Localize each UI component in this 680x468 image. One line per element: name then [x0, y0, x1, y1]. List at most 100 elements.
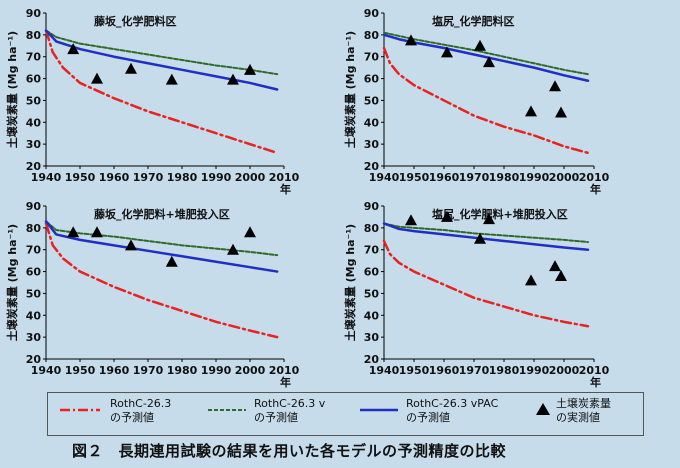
observed-point — [555, 269, 567, 281]
x-tick-label: 1980 — [167, 364, 198, 377]
observed-point — [91, 72, 103, 84]
y-tick-label: 90 — [26, 7, 42, 20]
observed-point — [483, 213, 495, 225]
panel-title: 塩尻_化学肥料+堆肥投入区 — [432, 207, 568, 221]
x-axis-label: 年 — [280, 375, 291, 389]
y-tick-label: 50 — [26, 287, 42, 300]
y-tick-label: 80 — [364, 29, 380, 42]
y-tick-label: 50 — [364, 94, 380, 107]
x-tick-label: 1960 — [99, 171, 130, 184]
observed-point — [67, 43, 80, 55]
series-line-rothc-v — [45, 29, 279, 76]
series-line-rothc — [44, 29, 279, 155]
series-line-rothc-vpac — [44, 220, 279, 273]
x-tick-label: 1980 — [489, 364, 520, 377]
x-tick-label: 1940 — [369, 364, 400, 377]
y-tick-label: 30 — [364, 331, 380, 344]
observed-point — [405, 214, 417, 226]
y-tick-label: 70 — [364, 244, 380, 257]
x-tick-label: 2010 — [579, 171, 610, 184]
x-tick-label: 1940 — [31, 171, 62, 184]
observed-point — [244, 63, 256, 75]
x-tick-label: 2000 — [235, 364, 266, 377]
observed-point — [525, 274, 537, 286]
observed-point — [125, 62, 137, 74]
legend-label-rothc: RothC-26.3 — [110, 397, 172, 410]
y-tick-label: 60 — [364, 266, 380, 279]
y-tick-label: 30 — [364, 138, 380, 151]
series-line-rothc-v — [383, 222, 589, 244]
y-tick-label: 40 — [364, 116, 380, 129]
series-line-rothc — [44, 222, 279, 339]
observed-point — [549, 260, 561, 272]
observed-point — [483, 56, 495, 68]
x-tick-label: 1970 — [133, 171, 164, 184]
legend-sub-rothc-vpac: の予測値 — [406, 411, 450, 424]
y-tick-label: 50 — [26, 94, 42, 107]
legend-swatch-rothc-v — [208, 409, 246, 411]
y-tick-label: 80 — [26, 222, 42, 235]
series-line-rothc — [382, 239, 590, 328]
series-line-rothc — [382, 46, 590, 155]
x-tick-label: 1940 — [31, 364, 62, 377]
y-tick-label: 70 — [364, 51, 380, 64]
legend-label-observed: 土壌炭素量 — [556, 397, 611, 410]
panel-title: 藤坂_化学肥料+堆肥投入区 — [94, 207, 230, 221]
panel-title: 塩尻_化学肥料区 — [432, 14, 515, 28]
chart-panel-1: 20 30 40 50 60 70 80 90 1940 1950 1960 1970 1980 1990… — [5, 7, 300, 196]
panel-title: 藤坂_化学肥料区 — [94, 14, 177, 28]
x-tick-label: 1970 — [459, 364, 490, 377]
x-tick-label: 1970 — [133, 364, 164, 377]
chart-panel-2: 20 30 40 50 60 70 80 90 1940 1950 1960 1970 1980 1990… — [343, 7, 610, 196]
observed-point — [227, 243, 239, 255]
x-tick-label: 1980 — [489, 171, 520, 184]
x-tick-label: 2010 — [269, 171, 300, 184]
chart-panel-3: 20 30 40 50 60 70 80 90 1940 1950 1960 1970 1980 1990… — [5, 200, 300, 389]
y-tick-label: 70 — [26, 51, 42, 64]
x-tick-label: 1950 — [65, 171, 96, 184]
x-tick-label: 1980 — [167, 171, 198, 184]
x-tick-label: 1990 — [201, 364, 232, 377]
x-tick-label: 1990 — [519, 364, 550, 377]
x-axis-label: 年 — [590, 375, 601, 389]
y-tick-label: 30 — [26, 138, 42, 151]
y-tick-label: 70 — [26, 244, 42, 257]
x-tick-label: 2010 — [579, 364, 610, 377]
x-tick-label: 1990 — [519, 171, 550, 184]
x-tick-label: 2000 — [549, 171, 580, 184]
x-tick-label: 1970 — [459, 171, 490, 184]
y-axis-label: 土壌炭素量 (Mg ha⁻¹) — [343, 31, 357, 148]
x-axis-label: 年 — [280, 182, 291, 196]
x-tick-label: 1960 — [99, 364, 130, 377]
figure-caption: 図２ 長期連用試験の結果を用いた各モデルの予測精度の比較 — [72, 442, 507, 460]
series-line-rothc-vpac — [382, 33, 590, 83]
observed-point — [441, 46, 453, 58]
observed-point — [474, 39, 486, 51]
y-tick-label: 20 — [26, 353, 42, 366]
observed-point — [525, 105, 537, 117]
y-tick-label: 40 — [26, 116, 42, 129]
observed-point — [67, 226, 80, 238]
series-line-rothc-vpac — [382, 222, 590, 251]
legend: RothC-26.3 の予測値 RothC-26.3 v の予測値 RothC-… — [47, 392, 644, 436]
x-tick-label: 1940 — [369, 171, 400, 184]
legend-label-rothc-vpac: RothC-26.3 vPAC — [406, 397, 499, 410]
observed-point — [125, 239, 137, 251]
x-tick-label: 2000 — [549, 364, 580, 377]
x-axis-label: 年 — [590, 182, 601, 196]
y-tick-label: 60 — [26, 266, 42, 279]
observed-point — [91, 226, 103, 238]
y-tick-label: 90 — [26, 200, 42, 213]
legend-sub-rothc: の予測値 — [110, 411, 154, 424]
legend-swatch-rothc-vpac — [360, 408, 398, 412]
x-tick-label: 2000 — [235, 171, 266, 184]
legend-sub-observed: の実測値 — [556, 411, 600, 424]
y-tick-label: 20 — [364, 160, 380, 173]
x-tick-label: 1990 — [201, 171, 232, 184]
y-axis-label: 土壌炭素量 (Mg ha⁻¹) — [343, 224, 357, 341]
series-line-rothc-vpac — [44, 29, 279, 91]
observed-point — [474, 232, 486, 244]
legend-sub-rothc-v: の予測値 — [254, 411, 298, 424]
y-tick-label: 90 — [364, 200, 380, 213]
series-line-rothc-v — [45, 220, 279, 257]
